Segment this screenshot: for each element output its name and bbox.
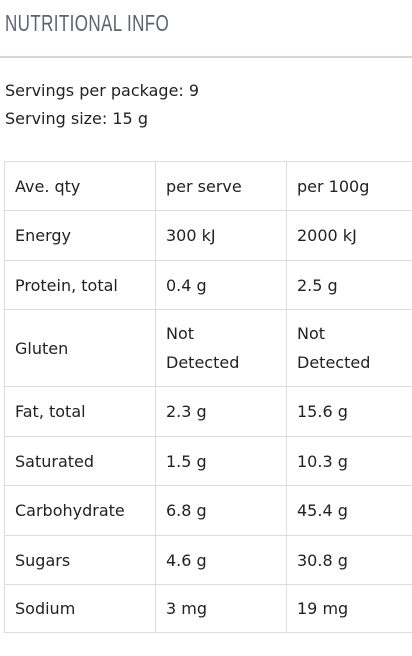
cell-text: Fat, total [15, 402, 86, 421]
cell-text: 6.8 g [166, 501, 207, 520]
cell-text: 19 mg [297, 599, 349, 618]
table-row: Fat, total 2.3 g 15.6 g [4, 386, 412, 437]
table-cell: Not Detected [155, 309, 287, 387]
table-cell: 19 mg [286, 584, 412, 633]
cell-text: Carbohydrate [15, 501, 125, 520]
nutrition-table: Ave. qty per serve per 100g Energy 300 kJ 200… [4, 161, 412, 633]
cell-text: Sodium [15, 599, 76, 618]
table-cell: Protein, total [4, 260, 156, 310]
cell-text: Saturated [15, 451, 95, 471]
cell-text: Sugars [15, 550, 71, 570]
servings-per-package: Servings per package: 9 [5, 81, 200, 100]
table-row: Protein, total 0.4 g 2.5 g [4, 260, 412, 310]
cell-text: 45.4 g [297, 501, 348, 520]
table-cell: Energy [4, 210, 156, 261]
cell-text: 2.5 g [297, 275, 338, 295]
cell-text: 0.4 g [166, 275, 207, 295]
cell-text: 10.3 g [297, 451, 348, 471]
table-cell: 10.3 g [286, 436, 412, 486]
table-cell: 6.8 g [155, 485, 287, 536]
section-title: NUTRITIONAL INFO [5, 10, 170, 36]
cell-text: per serve [166, 176, 242, 196]
table-cell: Sodium [4, 584, 156, 633]
cell-text: 2000 kJ [297, 226, 357, 245]
table-row: Sugars 4.6 g 30.8 g [4, 535, 412, 585]
cell-text: 300 kJ [166, 226, 216, 245]
table-row: Carbohydrate 6.8 g 45.4 g [4, 485, 412, 536]
table-cell: 0.4 g [155, 260, 287, 310]
table-cell: 45.4 g [286, 485, 412, 536]
table-cell: 3 mg [155, 584, 287, 633]
table-row: Gluten Not Detected Not Detected [4, 309, 412, 387]
cell-text: Protein, total [15, 275, 118, 295]
table-row: Sodium 3 mg 19 mg [4, 584, 412, 633]
cell-text: 4.6 g [166, 550, 207, 570]
table-cell: Not Detected [286, 309, 412, 387]
table-cell: 1.5 g [155, 436, 287, 486]
header-cell: Ave. qty [4, 161, 156, 211]
serving-size: Serving size: 15 g [5, 109, 148, 128]
table-cell: 2.3 g [155, 386, 287, 437]
cell-text: 2.3 g [166, 402, 207, 421]
table-cell: 30.8 g [286, 535, 412, 585]
cell-text: 1.5 g [166, 451, 207, 471]
table-cell: 4.6 g [155, 535, 287, 585]
table-row: Saturated 1.5 g 10.3 g [4, 436, 412, 486]
divider [0, 56, 412, 58]
cell-text: 30.8 g [297, 550, 348, 570]
table-cell: Sugars [4, 535, 156, 585]
cell-text: Gluten [15, 338, 69, 358]
cell-text: Energy [15, 226, 72, 245]
table-cell: 300 kJ [155, 210, 287, 261]
cell-text: Ave. qty [15, 176, 81, 196]
header-row: Ave. qty per serve per 100g [4, 161, 412, 211]
table-cell: Fat, total [4, 386, 156, 437]
table-cell: Saturated [4, 436, 156, 486]
table-row: Energy 300 kJ 2000 kJ [4, 210, 412, 261]
cell-text: 3 mg [166, 599, 208, 618]
cell-text: 15.6 g [297, 402, 348, 421]
header-cell: per serve [155, 161, 287, 211]
cell-text: Not Detected [297, 324, 371, 372]
table-cell: 15.6 g [286, 386, 412, 437]
table-cell: Gluten [4, 309, 156, 387]
table-cell: 2.5 g [286, 260, 412, 310]
table-cell: 2000 kJ [286, 210, 412, 261]
cell-text: Not Detected [166, 324, 240, 372]
cell-text: per 100g [297, 176, 370, 196]
table-cell: Carbohydrate [4, 485, 156, 536]
header-cell: per 100g [286, 161, 412, 211]
